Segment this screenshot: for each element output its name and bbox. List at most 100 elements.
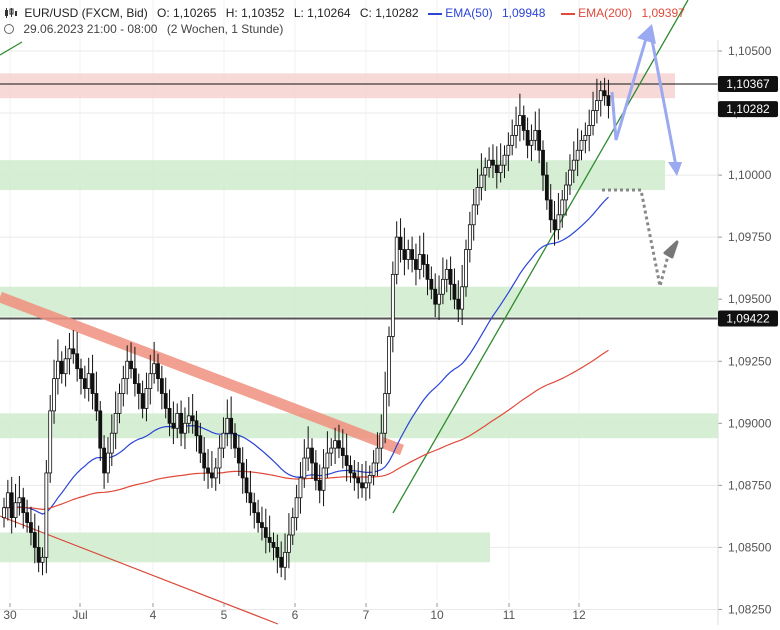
arrow-head-down — [668, 162, 682, 176]
candle — [568, 169, 572, 186]
low-value: L: 1,10264 — [293, 6, 351, 20]
ema200-label: EMA(200) — [578, 6, 633, 20]
ema50-line — [3, 196, 609, 515]
candle — [132, 368, 137, 384]
candle — [202, 452, 207, 469]
candle — [21, 497, 26, 514]
ema-lines — [3, 196, 609, 515]
candle — [491, 159, 495, 166]
price-label-box — [718, 76, 778, 93]
candle — [325, 452, 330, 469]
y-tick-label: 1,09000 — [728, 416, 772, 430]
y-tick-label: 1,09750 — [728, 230, 772, 244]
green-zone — [0, 286, 718, 317]
candle — [375, 447, 380, 464]
candle — [125, 360, 130, 380]
ema50-swatch — [427, 13, 442, 15]
candle — [209, 472, 214, 479]
candle — [467, 224, 472, 250]
candle — [206, 467, 210, 474]
price-label-text: 1,10282 — [726, 102, 770, 116]
candle — [456, 298, 461, 310]
candle — [48, 410, 53, 474]
candle — [298, 477, 303, 499]
candle — [271, 542, 276, 548]
candle — [544, 174, 549, 201]
candle — [533, 130, 538, 141]
candle — [113, 412, 118, 434]
candle — [525, 130, 530, 146]
candle — [344, 455, 349, 466]
candle — [579, 139, 584, 151]
candles — [2, 77, 611, 581]
x-tick-label: 30 — [3, 608, 17, 622]
candle — [194, 420, 199, 437]
candle — [186, 415, 191, 424]
candle — [371, 462, 376, 476]
candle — [13, 502, 18, 519]
candle — [171, 422, 176, 429]
candle — [591, 110, 595, 126]
candle — [117, 393, 122, 414]
candle — [414, 259, 418, 270]
candle — [263, 527, 268, 538]
candle — [321, 467, 326, 491]
price-label-box — [718, 310, 778, 327]
candle — [82, 378, 87, 389]
ema200-legend[interactable]: EMA(200) 1,09397 — [560, 6, 691, 20]
candle — [348, 465, 353, 474]
candle — [275, 547, 280, 558]
candle — [560, 199, 565, 216]
candle — [56, 360, 60, 380]
candle — [136, 383, 141, 394]
candle — [17, 497, 22, 504]
candle — [406, 249, 411, 260]
red-zone — [0, 73, 675, 99]
candle — [583, 134, 588, 141]
y-tick-label: 1,08750 — [728, 478, 772, 492]
candle — [387, 336, 391, 394]
ema200-swatch — [560, 13, 575, 15]
open-value: O: 1,10265 — [157, 6, 217, 20]
candle — [9, 492, 14, 519]
candle — [464, 249, 468, 288]
candle — [121, 378, 126, 394]
candle — [429, 278, 434, 290]
candle — [494, 164, 499, 174]
candle — [444, 269, 449, 280]
candle — [587, 125, 592, 136]
close-value: C: 1,10282 — [359, 6, 419, 20]
candle — [229, 417, 234, 434]
candle — [75, 353, 80, 370]
ema200-value: 1,09397 — [641, 6, 685, 20]
ema50-legend[interactable]: EMA(50) 1,09948 — [427, 6, 555, 20]
candle — [487, 159, 492, 169]
candle — [518, 115, 522, 126]
downtrend-channel-line — [0, 515, 279, 625]
candle — [71, 348, 76, 355]
price-label-text: 1,10367 — [726, 77, 770, 91]
candle — [152, 363, 157, 375]
candle — [417, 254, 422, 270]
candle — [190, 415, 195, 422]
candle — [25, 512, 30, 523]
candle — [402, 249, 407, 260]
candle — [290, 517, 295, 536]
candle — [556, 214, 561, 231]
candle — [144, 388, 149, 409]
price-axis[interactable]: 1,105001,102501,100001,097501,095001,092… — [717, 40, 772, 625]
time-axis[interactable]: 30 Jul 4 5 6 7 10 11 12 — [3, 603, 586, 622]
candle — [44, 472, 49, 558]
x-tick-label: Jul — [72, 608, 87, 622]
candle — [602, 90, 607, 97]
candle — [167, 408, 172, 424]
candle — [129, 360, 133, 370]
candle — [452, 283, 457, 300]
projection-arrows[interactable] — [602, 24, 682, 287]
candle — [440, 278, 445, 295]
zigzag-down-arrow — [650, 39, 678, 167]
candle — [5, 492, 10, 509]
symbol-name: EUR/USD (FXCM, Bid) — [24, 6, 148, 20]
